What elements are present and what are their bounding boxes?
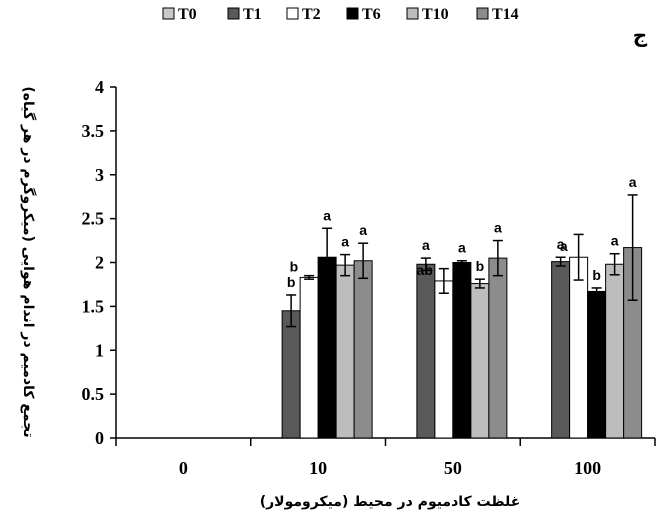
legend-swatch-t14 <box>476 7 489 20</box>
x-axis: 0 10 50 100 <box>115 437 656 478</box>
legend-label-t2: T2 <box>302 6 321 23</box>
significance-letter: b <box>592 267 601 283</box>
y-tick-label: 2.5 <box>82 209 105 229</box>
bar-t14-50 <box>488 257 508 439</box>
bar-t2-100 <box>569 256 589 439</box>
y-tick-label: 1 <box>95 340 104 360</box>
significance-letter: b <box>290 258 299 274</box>
legend-label-t14: T14 <box>492 6 519 23</box>
bar-t6-50 <box>452 262 472 439</box>
significance-letter: ab <box>417 262 433 278</box>
y-tick-label: 4 <box>95 77 104 97</box>
significance-letter: a <box>560 238 568 254</box>
legend-label-t10: T10 <box>422 6 449 23</box>
y-tick-label: 0.5 <box>82 384 105 404</box>
significance-letter: a <box>323 207 331 223</box>
bar-t2-10 <box>299 276 319 439</box>
significance-letter: a <box>494 220 502 236</box>
y-tick-label: 1.5 <box>82 296 105 316</box>
legend: T0 T1 T2 T6 T10 T14 <box>162 6 519 23</box>
significance-letter: a <box>341 234 349 250</box>
y-axis: 0 0.5 1 1.5 2 2.5 3 3.5 4 <box>82 77 117 448</box>
bar-t10-100 <box>605 263 625 439</box>
significance-letter: a <box>557 236 565 252</box>
bar-t1-100 <box>551 261 571 439</box>
legend-label-t6: T6 <box>362 6 381 23</box>
legend-swatch-t0 <box>162 7 175 20</box>
legend-label-t1: T1 <box>243 6 262 23</box>
legend-label-t0: T0 <box>178 6 197 23</box>
legend-swatch-t2 <box>286 7 299 20</box>
bar-t2-50 <box>434 280 454 439</box>
bar-t10-50 <box>470 283 490 439</box>
x-tick-label: 100 <box>574 458 601 478</box>
x-tick-label: 0 <box>179 458 188 478</box>
panel-label: ج <box>633 23 648 47</box>
bar-t1-10 <box>281 310 301 439</box>
significance-letter: a <box>359 222 367 238</box>
significance-letter: a <box>611 233 619 249</box>
legend-swatch-t6 <box>346 7 359 20</box>
significance-letter: b <box>287 274 296 290</box>
bar-t14-10 <box>353 260 373 439</box>
x-tick-label: 50 <box>444 458 462 478</box>
y-tick-label: 3.5 <box>82 121 105 141</box>
y-tick-label: 2 <box>95 253 104 273</box>
y-tick-label: 0 <box>95 428 104 448</box>
legend-swatch-t1 <box>227 7 240 20</box>
y-tick-label: 3 <box>95 165 104 185</box>
bar-t1-50 <box>416 263 436 439</box>
significance-letter: a <box>458 240 466 256</box>
x-tick-label: 10 <box>309 458 327 478</box>
significance-letter: a <box>422 237 430 253</box>
significance-letter: a <box>629 174 637 190</box>
x-axis-title: غلظت کادمیوم در محیط (میکرومولار) <box>260 494 521 510</box>
bar-t10-10 <box>335 264 355 439</box>
y-axis-title: تجمع کادمیم در اندام هوایی (میکروگرم در … <box>20 86 37 437</box>
bar-t6-100 <box>587 290 607 439</box>
significance-letter: b <box>476 258 485 274</box>
legend-swatch-t10 <box>406 7 419 20</box>
